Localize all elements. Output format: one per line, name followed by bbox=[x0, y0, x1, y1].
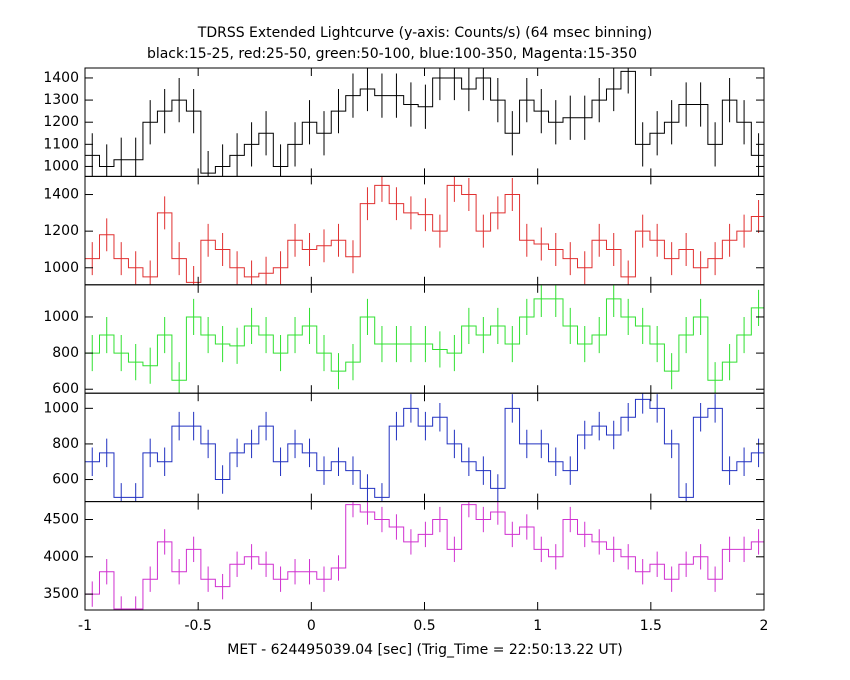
step-line bbox=[85, 298, 764, 381]
x-tick-label: -0.5 bbox=[185, 618, 212, 634]
y-tick-label: 600 bbox=[52, 381, 79, 397]
y-tick-label: 1000 bbox=[43, 260, 79, 276]
x-tick-label: -1 bbox=[78, 618, 92, 634]
panel bbox=[85, 393, 764, 502]
x-tick-label: 0.5 bbox=[413, 618, 435, 634]
x-tick-label: 1.5 bbox=[640, 618, 662, 634]
step-line bbox=[85, 504, 764, 610]
y-tick-label: 4500 bbox=[43, 512, 79, 528]
x-tick-label: 1 bbox=[533, 618, 542, 634]
y-tick-label: 800 bbox=[52, 345, 79, 361]
y-tick-label: 1100 bbox=[43, 136, 79, 152]
x-tick-label: 0 bbox=[307, 618, 316, 634]
panel bbox=[85, 176, 764, 285]
y-tick-label: 600 bbox=[52, 472, 79, 488]
y-tick-label: 3500 bbox=[43, 586, 79, 602]
chart-subtitle: black:15-25, red:25-50, green:50-100, bl… bbox=[147, 46, 637, 62]
y-tick-label: 1400 bbox=[43, 70, 79, 86]
x-tick-label: 2 bbox=[760, 618, 769, 634]
y-tick-label: 1400 bbox=[43, 187, 79, 203]
panel bbox=[85, 284, 764, 394]
x-axis-label: MET - 624495039.04 [sec] (Trig_Time = 22… bbox=[227, 642, 623, 658]
step-line bbox=[85, 398, 764, 498]
y-tick-label: 1200 bbox=[43, 223, 79, 239]
y-tick-label: 4000 bbox=[43, 549, 79, 565]
y-tick-label: 1000 bbox=[43, 309, 79, 325]
chart-title: TDRSS Extended Lightcurve (y-axis: Count… bbox=[197, 25, 652, 41]
panel bbox=[85, 68, 764, 177]
step-line bbox=[85, 70, 764, 174]
y-tick-label: 1000 bbox=[43, 400, 79, 416]
y-tick-label: 800 bbox=[52, 436, 79, 452]
panel-frame bbox=[84, 392, 765, 503]
y-tick-label: 1000 bbox=[43, 158, 79, 174]
y-tick-label: 1200 bbox=[43, 114, 79, 130]
y-tick-label: 1300 bbox=[43, 92, 79, 108]
panel-frame bbox=[84, 67, 765, 177]
panel bbox=[85, 501, 764, 611]
